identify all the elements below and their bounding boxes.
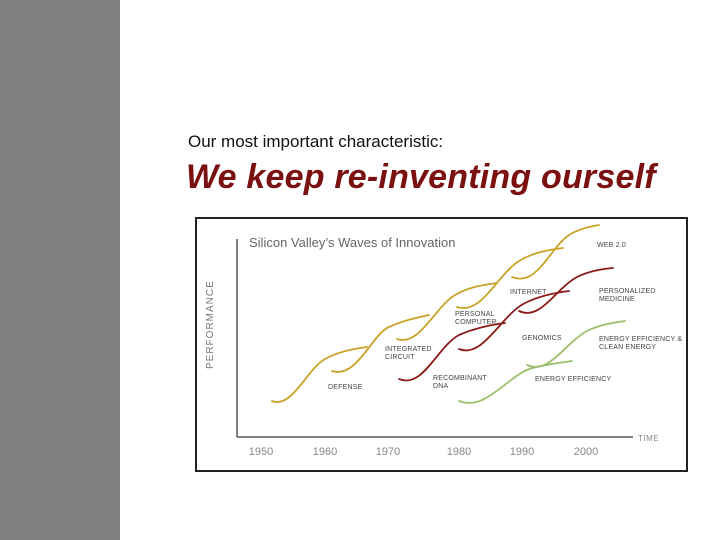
- wave-genomics-curve: [458, 290, 570, 352]
- x-tick-label: 1980: [447, 446, 471, 458]
- wave-energy-efficiency-curve: [458, 360, 573, 404]
- wave-defense-curve: [271, 346, 368, 403]
- wave-internet-curve: [456, 247, 564, 309]
- slide-headline: We keep re-inventing ourself: [186, 158, 656, 196]
- x-tick-label: 1950: [249, 446, 273, 458]
- wave-personalized-medicine-label: PERSONALIZED MEDICINE: [599, 288, 655, 303]
- figure-title: Silicon Valley’s Waves of Innovation: [249, 235, 456, 250]
- x-tick-label: 2000: [574, 446, 598, 458]
- x-tick-label: 1990: [510, 446, 534, 458]
- wave-personal-computer-label: PERSONAL COMPUTER: [455, 311, 497, 326]
- x-tick-label: 1970: [376, 446, 400, 458]
- wave-recombinant-dna-label: RECOMBINANT DNA: [433, 375, 487, 390]
- wave-genomics-label: GENOMICS: [522, 335, 562, 342]
- wave-energy-clean-label: ENERGY EFFICIENCY & CLEAN ENERGY: [599, 336, 682, 351]
- innovation-figure: Silicon Valley’s Waves of Innovation PER…: [195, 217, 688, 472]
- wave-personalized-medicine-curve: [518, 267, 614, 314]
- waves-diagram: PERFORMANCE TIME 1950 1960 1970 1980 1990 2000 D…: [205, 224, 682, 458]
- wave-defense-label: DEFENSE: [328, 384, 363, 391]
- wave-web-20-label: WEB 2.0: [597, 242, 626, 249]
- wave-energy-clean-curve: [526, 320, 626, 368]
- wave-web-20-curve: [511, 224, 600, 280]
- wave-energy-efficiency-label: ENERGY EFFICIENCY: [535, 376, 612, 383]
- wave-internet-label: INTERNET: [510, 289, 547, 296]
- wave-personal-computer-curve: [396, 282, 498, 341]
- y-axis-label: PERFORMANCE: [205, 280, 216, 369]
- wave-recombinant-dna-curve: [398, 322, 506, 382]
- x-axis-label: TIME: [638, 434, 659, 443]
- x-tick-label: 1960: [313, 446, 337, 458]
- wave-integrated-circuit-curve: [331, 314, 430, 373]
- slide-side-bar: [0, 0, 120, 540]
- wave-integrated-circuit-label: INTEGRATED CIRCUIT: [385, 346, 432, 361]
- slide-subtitle: Our most important characteristic:: [188, 132, 444, 151]
